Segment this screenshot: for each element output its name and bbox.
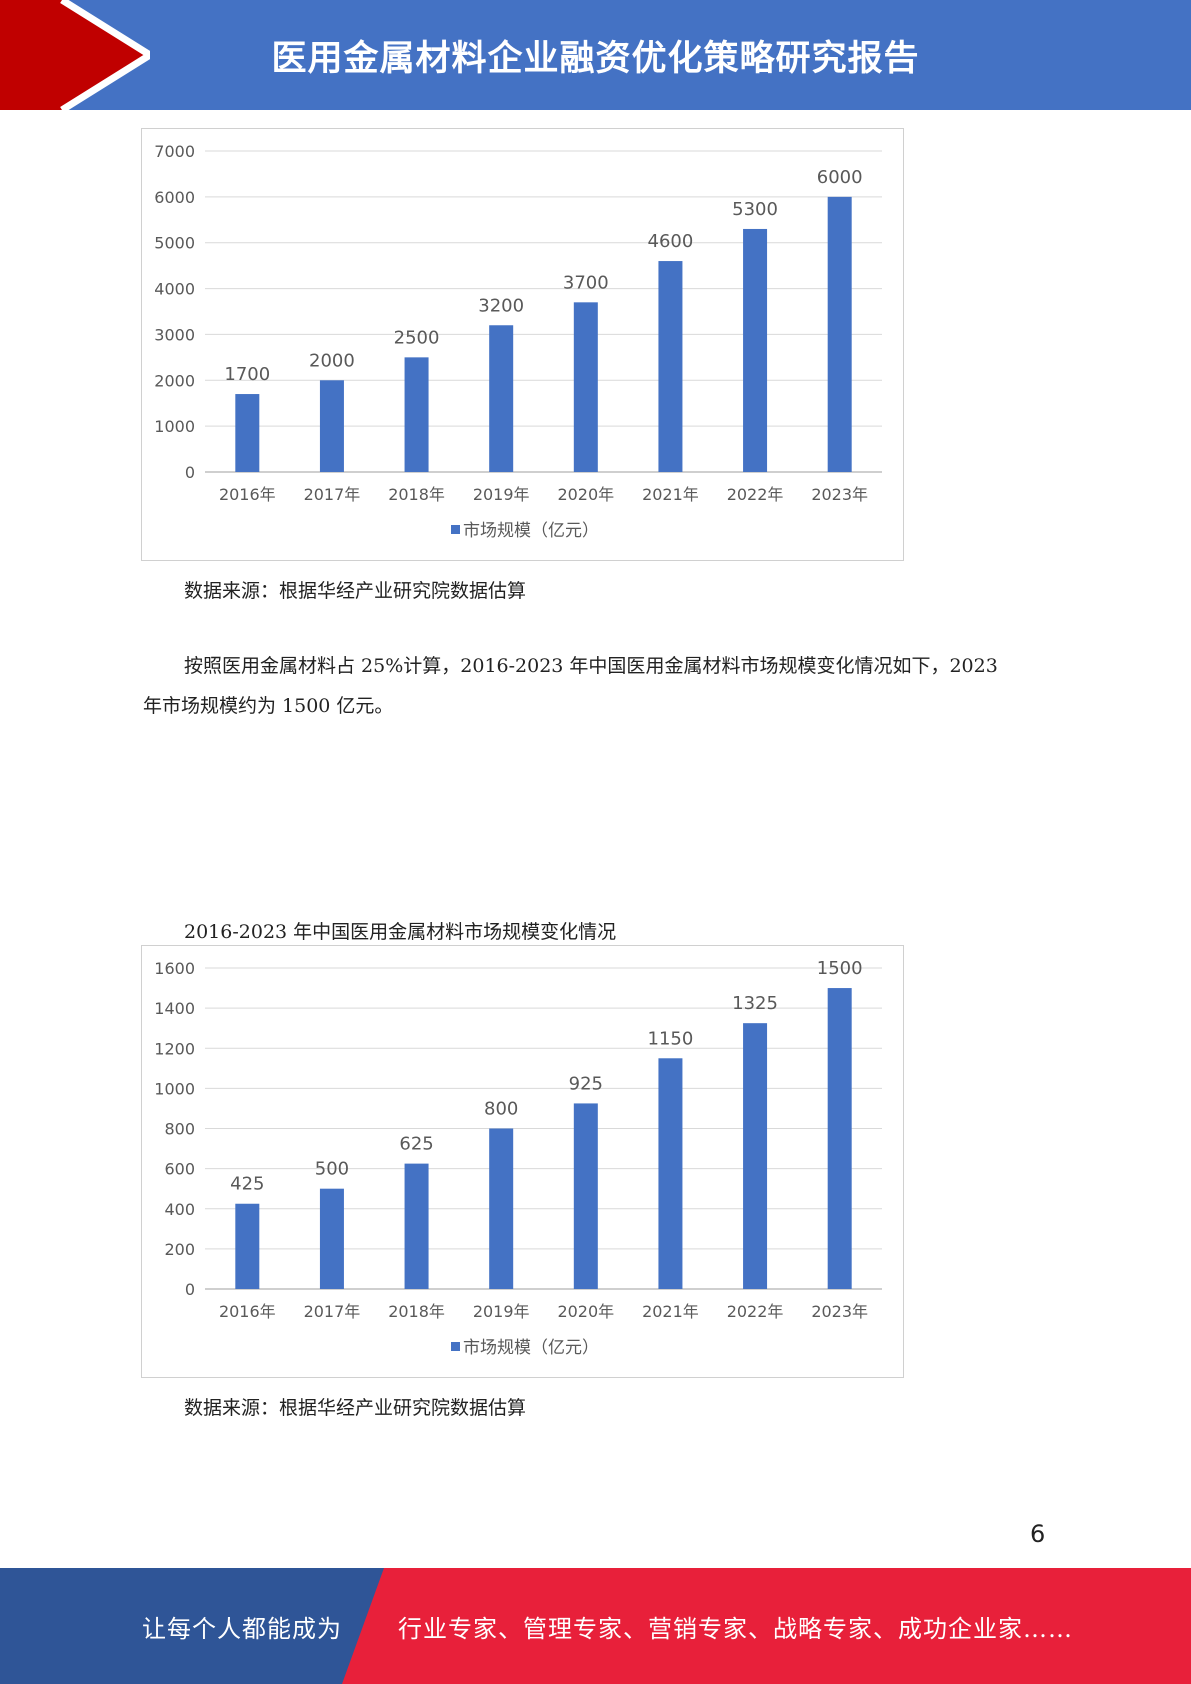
x-tick-label: 2023年 xyxy=(811,485,868,504)
legend-label: 市场规模（亿元） xyxy=(463,521,599,541)
footer-banner: 让每个人都能成为 行业专家、管理专家、营销专家、战略专家、成功企业家…… xyxy=(0,1568,1191,1684)
header-banner: 医用金属材料企业融资优化策略研究报告 xyxy=(0,0,1191,110)
data-label: 6000 xyxy=(817,167,863,188)
x-tick-label: 2017年 xyxy=(304,485,361,504)
data-label: 1700 xyxy=(224,364,270,385)
footer-slogan-left: 让每个人都能成为 xyxy=(142,1614,342,1643)
bar xyxy=(827,196,852,472)
y-tick-label: 1400 xyxy=(154,999,195,1018)
x-tick-label: 2020年 xyxy=(557,1302,614,1321)
bar xyxy=(319,1188,344,1289)
bar xyxy=(743,1023,768,1289)
y-tick-label: 4000 xyxy=(154,280,195,299)
x-tick-label: 2016年 xyxy=(219,485,276,504)
legend-label: 市场规模（亿元） xyxy=(463,1338,599,1358)
data-label: 500 xyxy=(315,1159,349,1180)
y-tick-label: 3000 xyxy=(154,325,195,344)
x-tick-label: 2023年 xyxy=(811,1302,868,1321)
bar xyxy=(827,988,852,1289)
bar xyxy=(658,261,683,472)
data-label: 5300 xyxy=(732,199,778,220)
data-label: 3700 xyxy=(563,272,609,293)
data-label: 1325 xyxy=(732,993,778,1014)
data-label: 625 xyxy=(399,1134,433,1155)
y-tick-label: 0 xyxy=(185,1280,195,1299)
paragraph-line-2: 年市场规模约为 1500 亿元。 xyxy=(143,695,394,717)
y-tick-label: 200 xyxy=(164,1240,195,1259)
x-tick-label: 2021年 xyxy=(642,485,699,504)
chart1-source: 数据来源：根据华经产业研究院数据估算 xyxy=(184,580,527,602)
bar xyxy=(489,1128,514,1289)
data-label: 800 xyxy=(484,1099,518,1120)
data-label: 925 xyxy=(569,1073,603,1094)
report-title: 医用金属材料企业融资优化策略研究报告 xyxy=(271,38,920,79)
footer-background xyxy=(0,1568,1191,1684)
x-tick-label: 2019年 xyxy=(473,1302,530,1321)
data-label: 3200 xyxy=(478,295,524,316)
data-label: 1500 xyxy=(817,958,863,979)
footer-slogan-right: 行业专家、管理专家、营销专家、战略专家、成功企业家…… xyxy=(398,1614,1073,1643)
bar xyxy=(743,228,768,472)
bar xyxy=(489,325,514,472)
x-tick-label: 2017年 xyxy=(304,1302,361,1321)
bar xyxy=(573,302,598,472)
page-number: 6 xyxy=(1030,1520,1046,1548)
data-label: 425 xyxy=(230,1174,264,1195)
metal-material-chart-svg: 0 200 400 600 800 1000 1200 1400 1600 425 2016年 500… xyxy=(154,958,882,1358)
x-tick-label: 2022年 xyxy=(727,485,784,504)
y-tick-label: 600 xyxy=(164,1160,195,1179)
x-tick-label: 2018年 xyxy=(388,1302,445,1321)
data-label: 4600 xyxy=(648,231,694,252)
bar xyxy=(573,1103,598,1289)
x-tick-label: 2021年 xyxy=(642,1302,699,1321)
x-tick-label: 2020年 xyxy=(557,485,614,504)
y-tick-label: 6000 xyxy=(154,188,195,207)
bar xyxy=(658,1058,683,1289)
y-tick-label: 0 xyxy=(185,463,195,482)
legend-swatch xyxy=(451,525,460,534)
bar xyxy=(319,380,344,472)
y-tick-label: 5000 xyxy=(154,234,195,253)
data-label: 2500 xyxy=(394,327,440,348)
data-label: 2000 xyxy=(309,350,355,371)
y-tick-label: 7000 xyxy=(154,142,195,161)
y-tick-label: 400 xyxy=(164,1200,195,1219)
y-tick-label: 800 xyxy=(164,1120,195,1139)
bar xyxy=(235,394,260,472)
y-tick-label: 1600 xyxy=(154,959,195,978)
body-paragraph: 按照医用金属材料占 25%计算，2016-2023 年中国医用金属材料市场规模变… xyxy=(143,646,1043,726)
bar xyxy=(404,357,429,472)
x-tick-label: 2018年 xyxy=(388,485,445,504)
metal-material-chart: 0 200 400 600 800 1000 1200 1400 1600 425 2016年 500… xyxy=(141,945,904,1378)
y-tick-label: 1200 xyxy=(154,1039,195,1058)
y-tick-label: 1000 xyxy=(154,1079,195,1098)
y-tick-label: 2000 xyxy=(154,371,195,390)
header-red-chevron xyxy=(0,0,150,110)
chart2-caption: 2016-2023 年中国医用金属材料市场规模变化情况 xyxy=(184,921,617,943)
data-label: 1150 xyxy=(648,1028,694,1049)
market-size-chart: 0 1000 2000 3000 4000 5000 6000 7000 1700 2016年 20… xyxy=(141,128,904,561)
x-tick-label: 2019年 xyxy=(473,485,530,504)
bar xyxy=(404,1163,429,1289)
market-size-chart-svg: 0 1000 2000 3000 4000 5000 6000 7000 1700 2016年 20… xyxy=(154,142,882,541)
y-tick-label: 1000 xyxy=(154,417,195,436)
bar xyxy=(235,1203,260,1289)
paragraph-line-1: 按照医用金属材料占 25%计算，2016-2023 年中国医用金属材料市场规模变… xyxy=(184,655,998,677)
chart2-source: 数据来源：根据华经产业研究院数据估算 xyxy=(184,1397,527,1419)
legend-swatch xyxy=(451,1342,460,1351)
x-tick-label: 2016年 xyxy=(219,1302,276,1321)
x-tick-label: 2022年 xyxy=(727,1302,784,1321)
